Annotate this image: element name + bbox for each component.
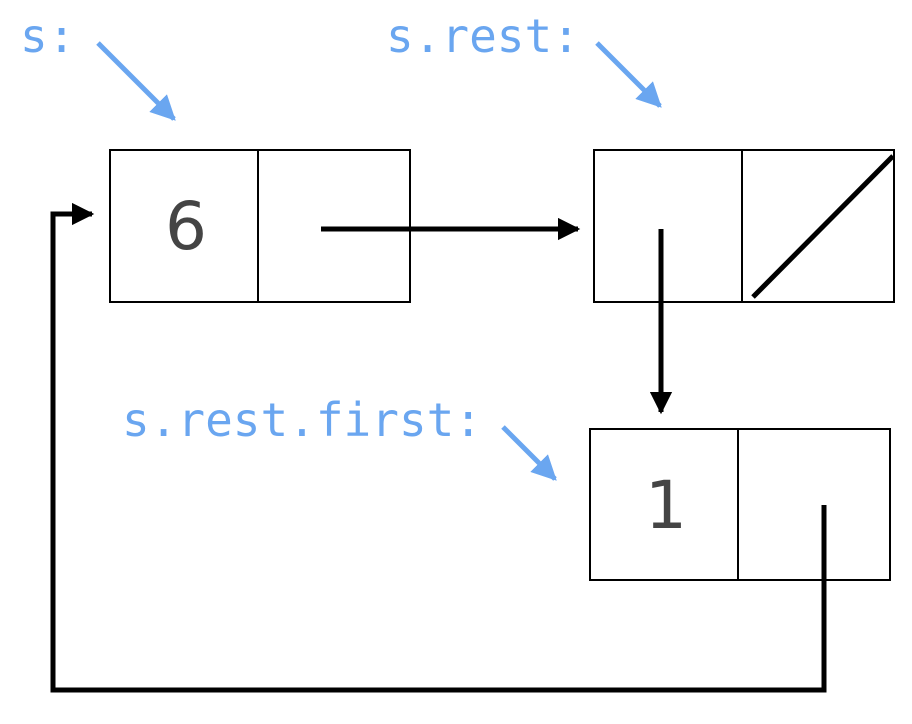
node-2-first-cell <box>593 149 743 303</box>
node-1-rest-cell <box>257 149 411 303</box>
label-s-rest-first-pointer-arrow <box>501 425 557 481</box>
node-1-value: 6 <box>165 188 207 265</box>
list-node-3: 1 <box>589 428 891 581</box>
list-node-2 <box>593 149 895 303</box>
list-node-1: 6 <box>109 149 411 303</box>
node-3-value: 1 <box>645 467 687 544</box>
empty-list-slash <box>751 154 895 299</box>
label-s-pointer-arrow <box>96 41 176 121</box>
label-s: s: <box>20 9 75 63</box>
node-3-rest-cell <box>737 428 891 581</box>
node-2-rest-cell <box>741 149 895 303</box>
label-s-rest-first: s.rest.first: <box>122 393 482 447</box>
label-s-rest-pointer-arrow <box>595 41 662 108</box>
node-3-rest-to-node-1-cycle-arrow <box>50 202 827 693</box>
label-s-rest: s.rest: <box>386 9 580 63</box>
